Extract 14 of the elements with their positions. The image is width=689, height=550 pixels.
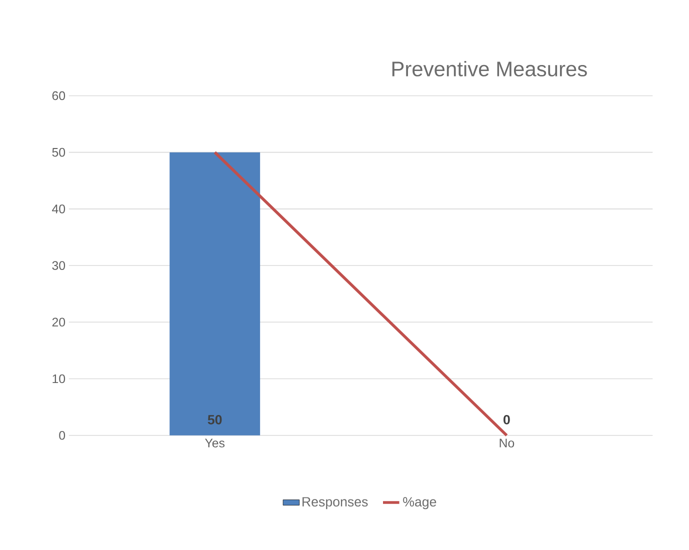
chart-title: Preventive Measures — [392, 60, 587, 76]
y-tick-label: 60 — [52, 91, 66, 100]
y-tick-label: 30 — [52, 261, 66, 270]
y-tick-label: 10 — [52, 374, 66, 384]
legend-label: Responses — [302, 497, 368, 510]
y-tick-label: 0 — [59, 430, 66, 440]
legend-label: %age — [403, 497, 436, 510]
x-tick-label: Yes — [204, 438, 225, 448]
y-tick-label: 20 — [52, 318, 66, 326]
data-label: 0 — [504, 414, 510, 424]
data-label: 50 — [208, 414, 222, 424]
y-tick-label: 50 — [52, 148, 66, 157]
x-tick-label: No — [500, 438, 514, 448]
y-tick-label: 40 — [52, 204, 66, 214]
